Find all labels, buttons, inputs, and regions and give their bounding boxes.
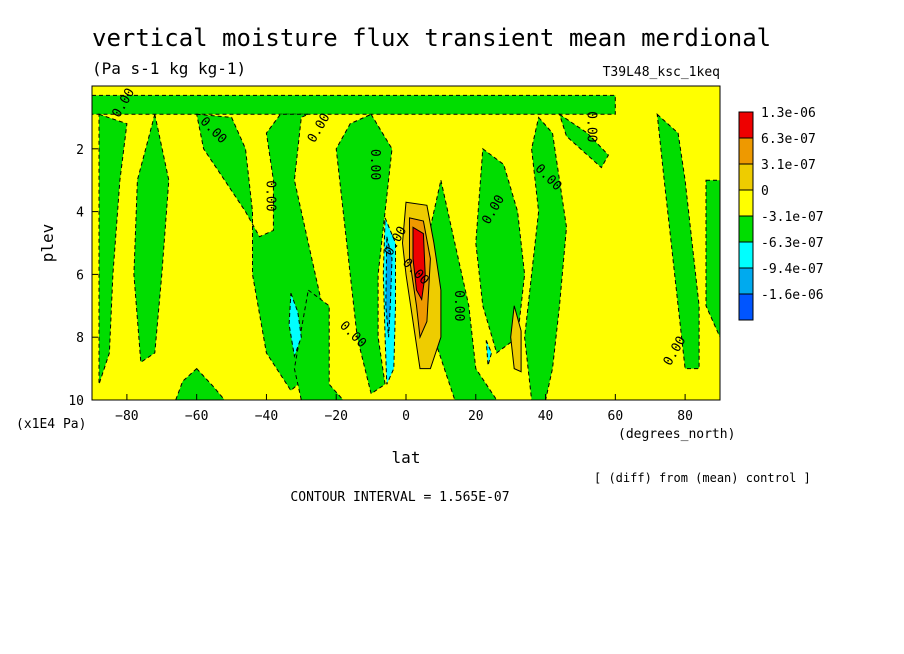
run-label: T39L48_ksc_1keq [603, 65, 720, 80]
legend-swatch [738, 241, 754, 269]
x-tick-label: 80 [677, 409, 693, 424]
x-axis-ticks: −80 −60 −40 −20 0 20 40 60 80 [115, 394, 693, 424]
color-legend: 1.3e-06 6.3e-07 3.1e-07 0 -3.1e-07 -6.3e-07 -9… [738, 106, 824, 321]
legend-swatch [738, 293, 754, 321]
chart-subtitle: (Pa s-1 kg kg-1) [92, 59, 246, 78]
y-axis-ticks: 2 4 6 8 10 [68, 143, 98, 409]
legend-label: 3.1e-07 [761, 158, 816, 173]
contour-interval: CONTOUR INTERVAL = 1.565E-07 [290, 490, 509, 505]
x-tick-label: −20 [324, 409, 347, 424]
x-tick-label: 20 [468, 409, 484, 424]
y-tick-label: 6 [76, 268, 84, 283]
y-tick-label: 2 [76, 143, 84, 158]
y-tick-label: 8 [76, 331, 84, 346]
contour-label: 0.00 [583, 111, 598, 142]
legend-swatch [738, 111, 754, 139]
region-18 [510, 305, 522, 373]
legend-label: -3.1e-07 [761, 210, 824, 225]
legend-label: -6.3e-07 [761, 236, 824, 251]
x-tick-label: −80 [115, 409, 138, 424]
region-6 [293, 289, 345, 401]
region-8 [475, 147, 526, 354]
region-13 [288, 293, 302, 358]
y-axis-units: (x1E4 Pa) [16, 417, 86, 432]
legend-label: 0 [761, 184, 769, 199]
legend-swatch [738, 189, 754, 217]
y-tick-label: 4 [76, 206, 84, 221]
contour-label: 0.00 [367, 149, 382, 180]
region-0 [91, 94, 616, 115]
comparison-note: [ (diff) from (mean) control ] [594, 471, 811, 485]
legend-label: -9.4e-07 [761, 262, 824, 277]
x-tick-label: 40 [538, 409, 554, 424]
legend-swatch [738, 215, 754, 243]
region-16 [385, 236, 393, 338]
region-1 [133, 114, 170, 364]
y-tick-label: 10 [68, 394, 84, 409]
region-10 [558, 113, 610, 169]
legend-label: -1.6e-06 [761, 288, 824, 303]
region-3 [98, 113, 128, 385]
x-tick-label: 60 [608, 409, 624, 424]
y-axis-label: plev [38, 224, 57, 263]
region-11 [656, 113, 700, 370]
x-axis-label: lat [392, 448, 421, 467]
legend-swatch [738, 163, 754, 191]
region-15 [485, 340, 493, 366]
region-20 [412, 226, 426, 302]
legend-label: 1.3e-06 [761, 106, 816, 121]
contour-label: 0.00 [262, 180, 277, 211]
legend-swatch [738, 137, 754, 165]
x-tick-label: −40 [255, 409, 278, 424]
region-5 [335, 113, 393, 395]
legend-label: 6.3e-07 [761, 132, 816, 147]
x-tick-label: 0 [402, 409, 410, 424]
x-axis-units: (degrees_north) [618, 427, 735, 442]
legend-swatch [738, 267, 754, 295]
contour-label: 0.00 [451, 290, 466, 321]
plot-area: 0.000.000.000.000.000.000.000.000.000.00… [91, 85, 721, 401]
chart-title: vertical moisture flux transient mean me… [92, 24, 771, 52]
x-tick-label: −60 [185, 409, 208, 424]
